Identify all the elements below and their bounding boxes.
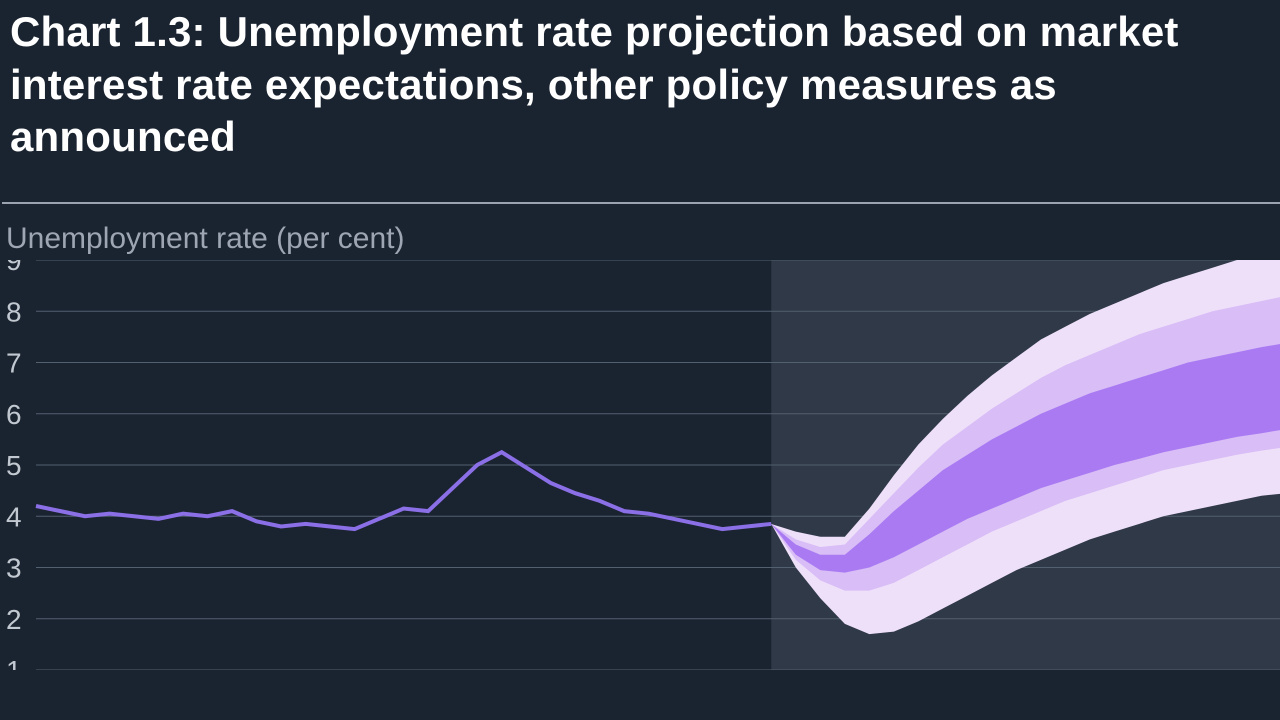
y-tick-label: 9 xyxy=(6,260,22,276)
y-axis-label: Unemployment rate (per cent) xyxy=(0,204,1280,260)
chart-area: 1 2 3 4 5 6 7 8 9 xyxy=(6,260,1280,670)
history-line xyxy=(36,452,771,529)
chart-title: Chart 1.3: Unemployment rate projection … xyxy=(0,0,1280,164)
y-tick-label: 6 xyxy=(6,398,22,429)
fan-chart-svg: 1 2 3 4 5 6 7 8 9 xyxy=(6,260,1280,670)
y-tick-label: 4 xyxy=(6,501,22,532)
y-tick-label: 8 xyxy=(6,296,22,327)
y-tick-label: 1 xyxy=(6,655,22,670)
y-tick-label: 2 xyxy=(6,603,22,634)
y-tick-label: 7 xyxy=(6,347,22,378)
y-tick-label: 5 xyxy=(6,450,22,481)
y-tick-label: 3 xyxy=(6,552,22,583)
